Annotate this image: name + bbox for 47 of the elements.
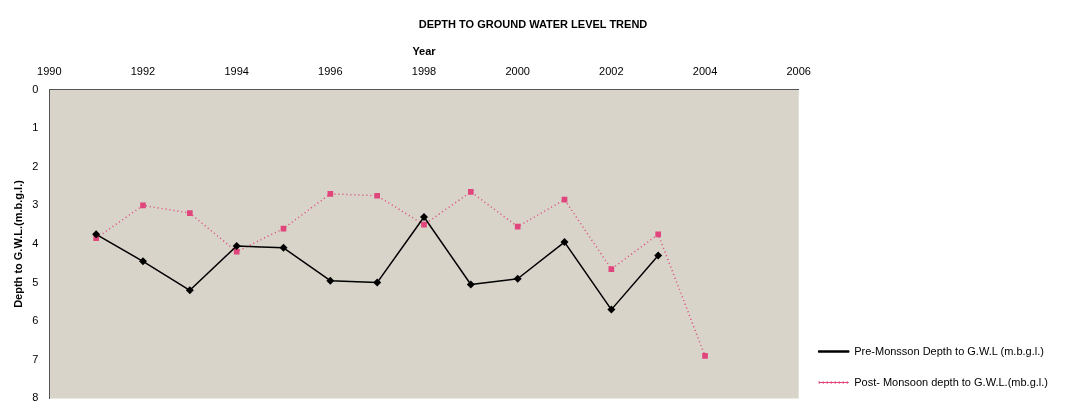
y-tick-label: 5	[32, 275, 39, 288]
point	[279, 243, 288, 252]
point	[138, 257, 147, 266]
point	[420, 212, 429, 221]
point	[373, 278, 382, 287]
x-tick-label: 1994	[224, 65, 249, 78]
point	[466, 280, 475, 289]
point	[187, 210, 193, 216]
y-tick-label: 3	[32, 198, 39, 211]
x-tick-label: 2002	[599, 65, 624, 78]
point	[374, 192, 380, 199]
point	[702, 353, 708, 359]
y-tick-label: 6	[32, 314, 39, 327]
x-axis-title: Year	[412, 44, 437, 57]
y-tick-label: 1	[32, 121, 39, 134]
x-tick-label: 1990	[37, 65, 62, 78]
legend-label: Post- Monsoon depth to G.W.L.(mb.g.l.)	[854, 375, 1049, 388]
y-tick-label: 7	[32, 352, 39, 365]
point	[655, 231, 662, 238]
point	[607, 305, 616, 314]
y-tick-label: 4	[32, 237, 39, 250]
y-tick-label: 8	[32, 391, 39, 404]
y-tick-label: 0	[32, 82, 39, 95]
x-tick-label: 2006	[786, 65, 811, 78]
point	[233, 248, 240, 255]
point	[92, 230, 101, 239]
point	[327, 190, 334, 197]
x-tick-label: 2000	[505, 65, 530, 78]
point	[608, 266, 615, 272]
x-tick-label: 1998	[411, 65, 437, 78]
chart-title: DEPTH TO GROUND WATER LEVEL TREND	[418, 17, 648, 30]
point	[232, 241, 241, 250]
point	[468, 189, 474, 195]
point	[140, 202, 146, 209]
point	[421, 221, 427, 228]
y-axis-title: Depth to G.W.L.(m.b.g.l.)	[11, 179, 24, 308]
x-tick-label: 1992	[130, 65, 156, 78]
legend-label: Pre-Monsson Depth to G.W.L (m.b.g.l.)	[854, 344, 1044, 357]
point	[513, 274, 522, 283]
point	[560, 238, 569, 247]
y-tick-label: 2	[32, 159, 39, 172]
x-tick-label: 2004	[692, 65, 718, 78]
x-tick-label: 1996	[318, 65, 343, 78]
point	[654, 251, 663, 260]
point	[514, 223, 521, 230]
point	[185, 286, 194, 295]
point	[326, 276, 335, 285]
